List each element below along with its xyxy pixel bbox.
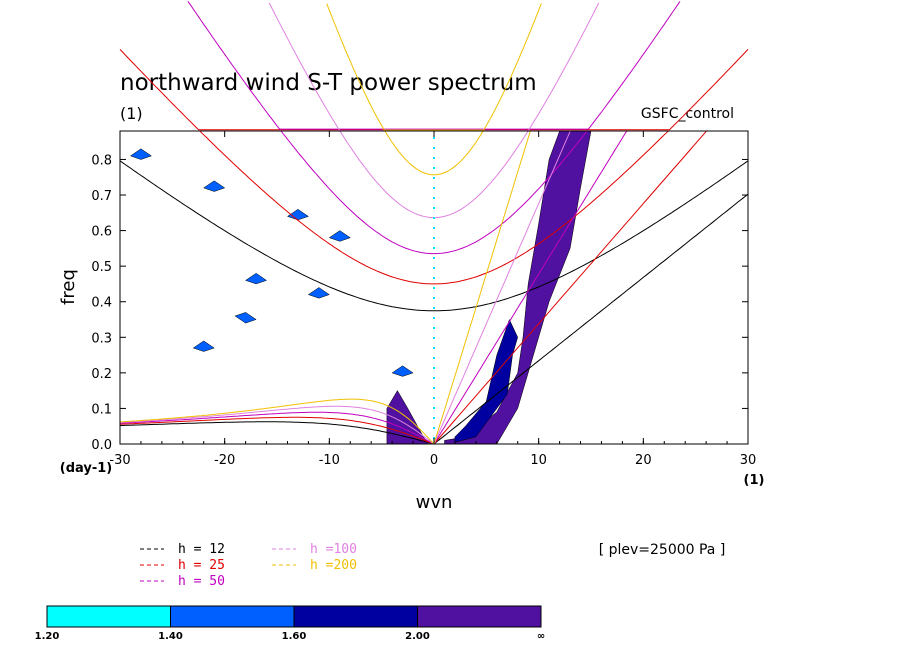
x-tick-label: -10	[319, 453, 340, 468]
x-tick-label: 20	[635, 453, 652, 468]
y-tick-label: 0.0	[91, 438, 112, 453]
colorbar-label: 1.20	[35, 631, 60, 642]
y-axis-ticks: 0.0 0.1 0.2 0.3 0.4 0.5 0.6 0.7 0.8	[91, 153, 748, 453]
x-axis-label: wvn	[416, 492, 453, 513]
x-tick-label: 10	[530, 453, 547, 468]
power-region-blob-7	[129, 148, 152, 160]
colorbar: 1.20 1.40 1.60 2.00 ∞	[35, 605, 545, 642]
legend-label: h =100	[310, 542, 357, 557]
power-region-blob-6	[203, 180, 226, 192]
y-tick-label: 0.4	[91, 296, 112, 311]
curve-rossby-h50	[120, 411, 435, 444]
curve-ig-above-h200	[326, 3, 542, 131]
x-tick-label: -20	[214, 453, 235, 468]
curve-kelvin-h200	[433, 131, 531, 444]
chart-subtitle-left: (1)	[120, 104, 143, 123]
power-region-blob-8	[391, 365, 414, 377]
power-region-kelvin-band	[444, 131, 592, 444]
colorbar-swatch	[293, 605, 418, 628]
curve-kelvin-h100	[433, 131, 571, 444]
y-tick-label: 0.8	[91, 153, 112, 168]
colorbar-label: 1.60	[282, 631, 307, 642]
colorbar-label: 1.40	[158, 631, 183, 642]
colorbar-swatch	[46, 605, 171, 628]
y-axis-label: freq	[58, 269, 79, 305]
colorbar-label: ∞	[537, 631, 545, 642]
chart-subtitle-right: GSFC_control	[641, 106, 734, 122]
curve-rossby-h12	[120, 421, 435, 444]
curve-kelvin-h50	[433, 131, 628, 444]
colorbar-swatch	[417, 605, 542, 628]
curve-ig-h50	[280, 131, 588, 255]
y-tick-label: 0.7	[91, 189, 112, 204]
curve-ig-above-h100	[268, 2, 600, 132]
curve-rossby-h100	[120, 405, 435, 444]
colorbar-swatch	[170, 605, 295, 628]
x-unit-label: (1)	[744, 473, 765, 488]
legend-label: h = 12	[178, 542, 225, 557]
legend-label: h = 50	[178, 574, 225, 589]
curve-ig-above-h50	[187, 1, 681, 130]
y-tick-label: 0.2	[91, 367, 112, 382]
x-tick-label: 0	[430, 453, 438, 468]
power-region-blob-5	[286, 208, 309, 221]
power-region-blob-3	[234, 312, 257, 324]
y-unit-label: (day-1)	[60, 461, 112, 476]
curve-kelvin-h12	[433, 193, 748, 444]
power-region-blob-2	[192, 340, 215, 352]
x-tick-label: -30	[109, 453, 130, 468]
curve-ig-h12	[120, 160, 748, 312]
x-tick-label: 30	[740, 453, 757, 468]
y-tick-label: 0.3	[91, 331, 112, 346]
power-region-blob-4	[307, 287, 330, 299]
curve-rossby-h200	[120, 398, 435, 444]
power-region-blob-9	[328, 230, 351, 242]
y-tick-label: 0.1	[91, 402, 112, 417]
curve-rossby-h25	[120, 416, 435, 444]
curve-kelvin-h25	[433, 131, 708, 444]
legend-label: h =200	[310, 558, 357, 573]
curve-ig-h200	[384, 131, 484, 176]
power-region-kelvin-core	[454, 318, 518, 443]
colorbar-label: 2.00	[405, 631, 430, 642]
power-region-blob-1	[245, 272, 268, 285]
chart-title: northward wind S-T power spectrum	[120, 70, 537, 96]
legend-label: h = 25	[178, 558, 225, 573]
y-tick-label: 0.5	[91, 260, 112, 275]
y-tick-label: 0.6	[91, 225, 112, 240]
curve-ig-h25	[199, 131, 669, 285]
x-axis-ticks: -30 -20 -10 0 10 20 30	[109, 131, 756, 468]
level-annotation: [ plev=25000 Pa ]	[599, 542, 726, 558]
power-regions	[129, 131, 592, 444]
